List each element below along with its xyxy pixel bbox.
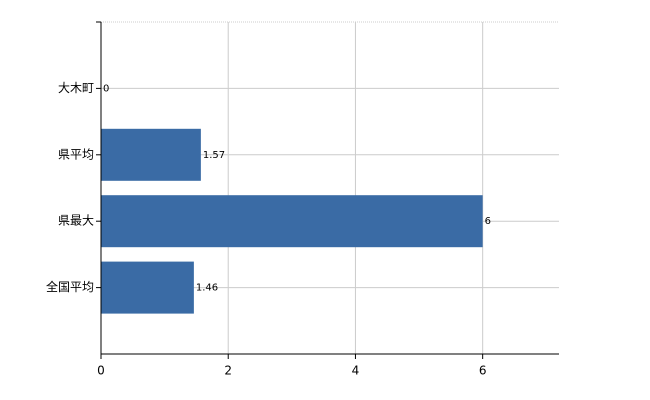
x-tick-label: 0 <box>97 364 105 378</box>
y-tick-label: 県最大 <box>58 214 94 228</box>
y-tick-label: 全国平均 <box>46 279 94 294</box>
x-tick-label: 4 <box>352 364 360 378</box>
x-tick-label: 6 <box>479 364 487 378</box>
x-tick-label: 2 <box>224 364 232 378</box>
value-label: 6 <box>485 216 491 227</box>
value-label: 0 <box>103 83 109 94</box>
value-label: 1.46 <box>196 283 218 294</box>
value-label: 1.57 <box>203 150 225 161</box>
y-tick-label: 県平均 <box>58 147 94 161</box>
bar <box>101 195 483 248</box>
y-tick-label: 大木町 <box>58 81 94 95</box>
bar <box>101 261 194 314</box>
bar <box>101 128 201 181</box>
